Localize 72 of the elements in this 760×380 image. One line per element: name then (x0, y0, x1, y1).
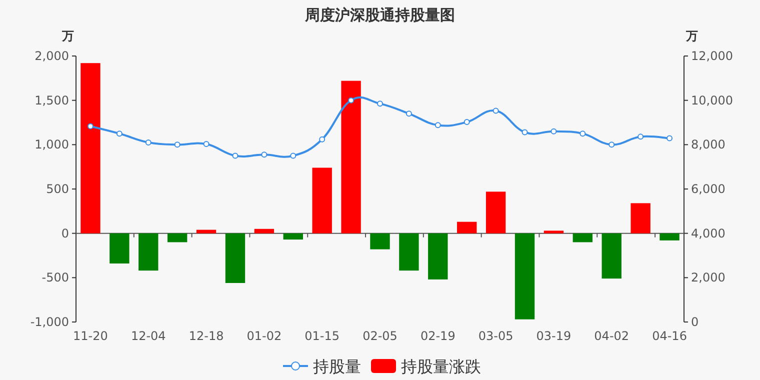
point (232, 152, 238, 159)
y-tick-label: 2,000 (34, 49, 69, 63)
point (203, 141, 210, 147)
point (666, 135, 673, 142)
bar (544, 230, 564, 234)
y-tick-label: 0 (61, 226, 69, 240)
x-tick-label: 02-19 (420, 329, 456, 343)
point (580, 130, 586, 137)
x-tick-label: 12-04 (130, 329, 166, 343)
bar (399, 233, 419, 271)
point (434, 122, 441, 128)
bar (196, 230, 216, 234)
point (87, 123, 94, 130)
y2-tick-label: 4,000 (691, 226, 726, 240)
bar (572, 233, 593, 242)
y2-tick-label: 6,000 (691, 182, 726, 196)
y-tick-label: -500 (42, 270, 69, 285)
point (261, 152, 268, 158)
point (377, 100, 383, 107)
bar (167, 233, 188, 242)
chart-title: 周度沪深股通持股量图 (304, 6, 455, 24)
point (116, 130, 122, 137)
point (638, 134, 644, 140)
bar (283, 233, 303, 240)
bar (225, 233, 246, 283)
bar (341, 80, 361, 234)
point (608, 142, 615, 148)
y2-tick-label: 10,000 (691, 93, 733, 108)
x-tick-label: 01-02 (246, 329, 282, 343)
point (174, 142, 180, 148)
bar (486, 192, 506, 234)
legend-label: 持股量涨跌 (401, 357, 481, 376)
y-tick-label: 500 (46, 182, 69, 196)
point (492, 108, 499, 114)
point (522, 129, 528, 136)
bar (630, 203, 650, 234)
x-tick-label: 11-20 (73, 329, 108, 343)
bar (370, 233, 390, 250)
bar (138, 233, 158, 271)
point (406, 110, 412, 117)
x-tick-label: 01-15 (304, 329, 340, 343)
y2-axis-title: 万 (685, 29, 698, 43)
point (348, 97, 354, 104)
x-tick-label: 02-05 (362, 329, 398, 343)
x-tick-label: 12-18 (188, 329, 224, 343)
y2-tick-label: 8,000 (691, 138, 726, 152)
bar (80, 63, 100, 234)
y-axis-title: 万 (61, 29, 74, 43)
y2-tick-label: 2,000 (691, 270, 726, 285)
y2-tick-label: 12,000 (691, 49, 733, 63)
bar (660, 233, 680, 240)
y-tick-label: -1,000 (30, 315, 69, 329)
y-tick-label: 1,500 (34, 93, 69, 108)
x-tick-label: 04-16 (652, 329, 687, 343)
point (550, 128, 557, 134)
bar (514, 233, 535, 320)
point (145, 139, 152, 146)
x-tick-label: 03-05 (478, 329, 514, 343)
bar (428, 233, 448, 280)
x-tick-label: 04-02 (594, 329, 630, 343)
y2-tick-label: 0 (691, 315, 699, 329)
bar (312, 168, 332, 234)
point (319, 136, 326, 142)
point (290, 152, 296, 159)
bar (457, 222, 477, 234)
legend-label: 持股量 (313, 357, 361, 376)
bar (602, 233, 622, 279)
x-tick-label: 03-19 (536, 329, 572, 343)
bar (110, 233, 130, 264)
y-tick-label: 1,000 (34, 138, 69, 152)
point (464, 119, 470, 126)
bar (254, 228, 274, 234)
